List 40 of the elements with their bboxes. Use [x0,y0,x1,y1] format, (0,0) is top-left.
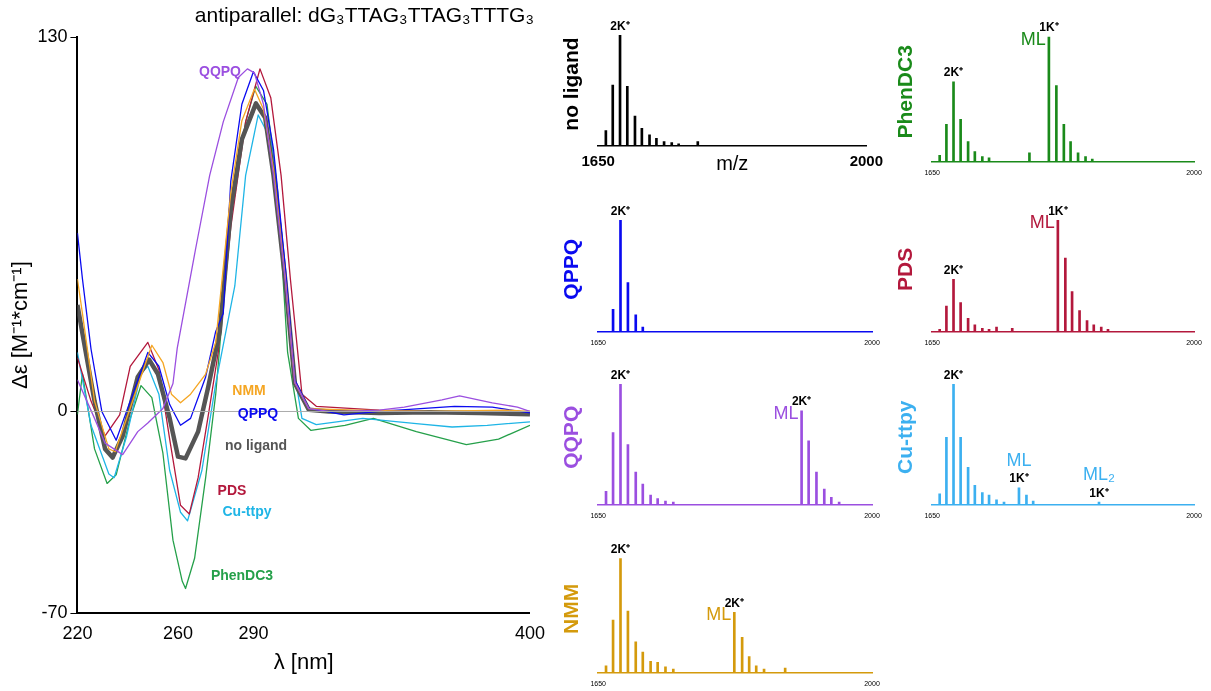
annotation: ML₂ [1083,464,1116,485]
y-tick-label: 0 [57,400,68,421]
y-axis-title: Cu-ttpy [893,400,917,475]
y-axis-title: QQPQ [559,405,583,469]
annotation: 2K⁺ [610,541,631,556]
series-label: no ligand [224,436,288,453]
annotation: 2K⁺ [943,367,964,382]
y-axis-title: NMM [559,583,583,634]
series-label: QPPQ [237,404,279,421]
annotation: 2K⁺ [610,203,631,218]
x-tick-label: 220 [62,622,93,643]
series-label: PDS [217,481,247,498]
series-label: NMM [232,381,266,398]
text: Cu-ttpy [222,502,272,519]
x-tick-label: 400 [514,622,546,643]
x-tick-label: 1650 [581,152,615,170]
annotation: 2K⁺ [610,18,630,33]
annotation: 2K⁺ [610,367,631,382]
x-axis-title: λ [nm] [273,648,334,674]
x-axis-title: m/z [716,151,749,174]
chart-title: antiparallel: dG₃TTAG₃TTAG₃TTTG₃ [194,3,534,27]
series-label: PhenDC3 [210,566,274,583]
annotation: 2K⁺ [724,595,744,610]
annotation: 1K⁺ [1048,203,1068,218]
x-tick-label: 2000 [849,152,883,170]
annotation: 2K⁺ [943,65,964,80]
y-axis-title: QPPQ [559,238,583,300]
series-label: QQPQ [198,62,242,79]
y-axis-title: PhenDC3 [893,45,917,139]
y-axis-title: Δε [M⁻¹*cm⁻¹] [7,261,33,389]
x-tick-label: 290 [238,622,269,643]
annotation: ML [1006,449,1032,470]
y-tick-label: 130 [37,26,68,47]
annotation: 2K⁺ [943,262,964,277]
annotation: 1K⁺ [1089,485,1109,500]
y-axis-title: no ligand [559,37,583,131]
x-tick-label: 260 [162,622,194,643]
annotation: 1K⁺ [1009,471,1029,486]
y-tick-label: -70 [41,601,68,622]
y-axis-title: PDS [893,247,917,291]
